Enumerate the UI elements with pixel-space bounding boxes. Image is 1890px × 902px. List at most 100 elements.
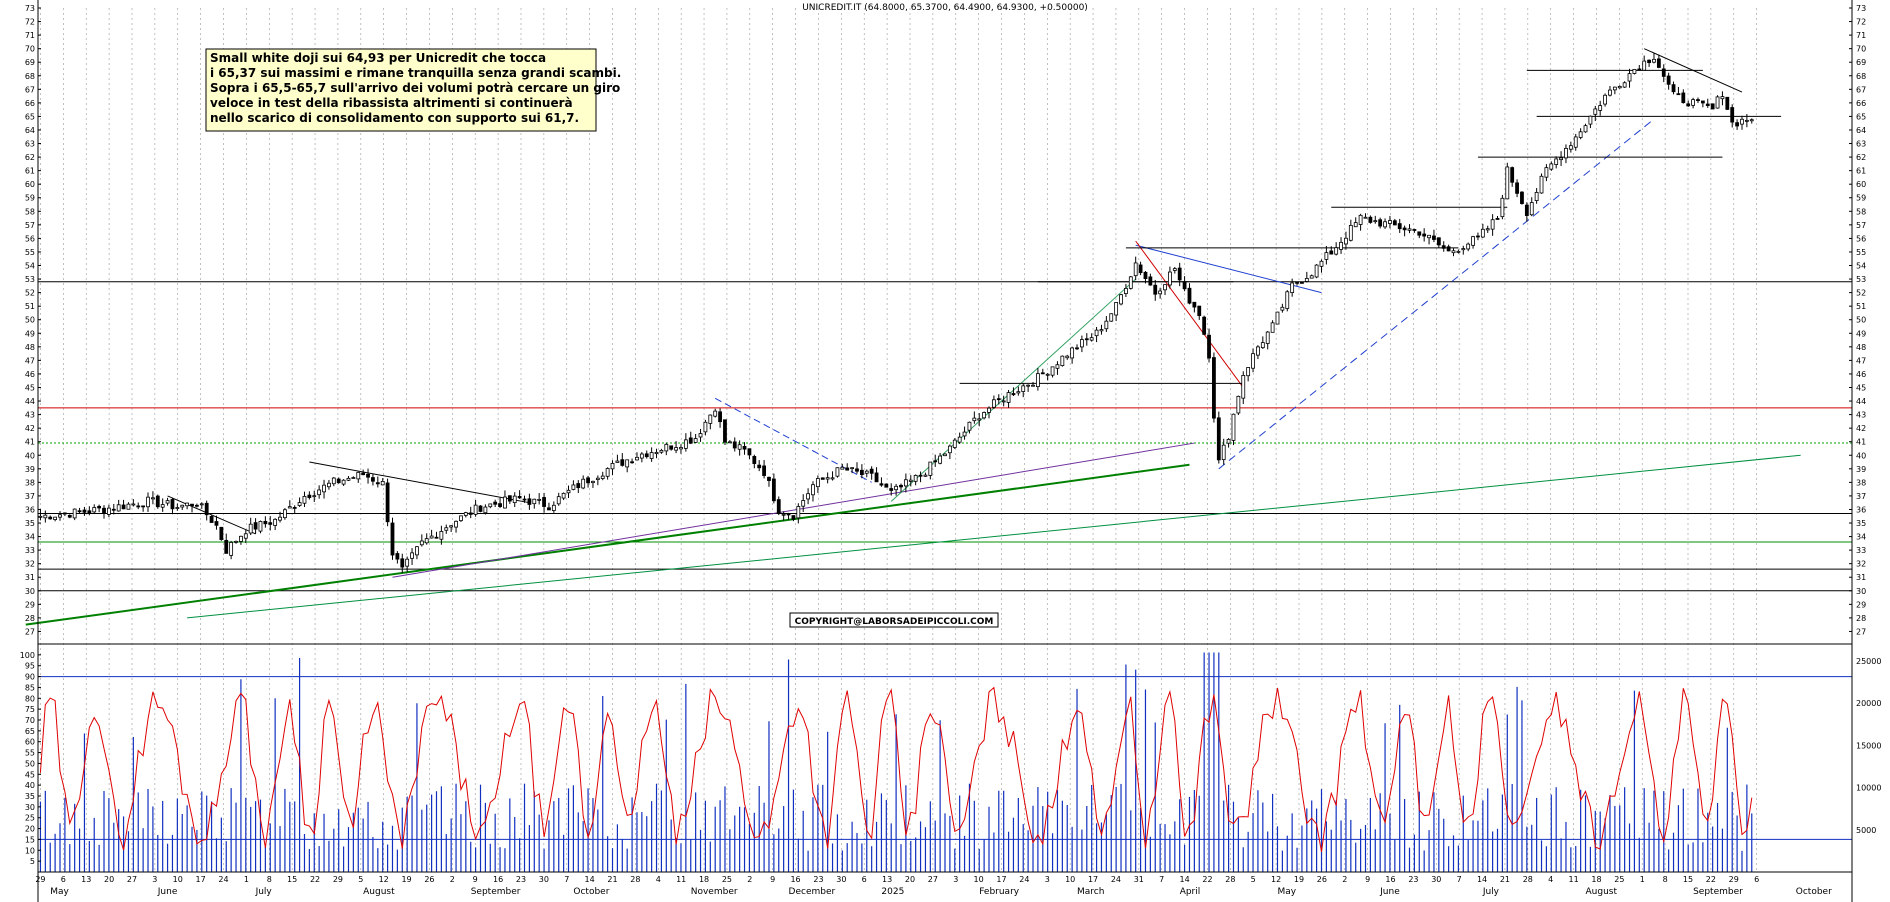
candle-body <box>151 497 155 500</box>
x-day-label: 25 <box>1614 875 1624 884</box>
y-tick-label: 40 <box>25 451 35 460</box>
candle-body <box>933 460 938 463</box>
x-month-label: July <box>1482 887 1500 897</box>
x-day-label: 24 <box>1111 875 1121 884</box>
osc-tick-label: 35 <box>25 792 35 801</box>
y-tick-label: 45 <box>25 383 35 392</box>
candle-body <box>1417 231 1422 236</box>
candle-body <box>1031 384 1035 387</box>
candle-body <box>503 496 507 509</box>
candle-body <box>346 477 351 481</box>
candle-body <box>53 516 58 520</box>
y-tick-label: 34 <box>1856 533 1866 542</box>
candle-body <box>1075 347 1079 350</box>
candle-body <box>1427 234 1431 239</box>
candle-body <box>1471 236 1475 246</box>
candle-body <box>38 515 43 518</box>
x-day-label: 27 <box>127 875 137 884</box>
y-tick-label: 40 <box>1856 451 1866 460</box>
x-day-label: 19 <box>401 875 411 884</box>
candle-body <box>703 421 708 433</box>
candle-body <box>1539 175 1544 194</box>
candle-body <box>415 546 419 556</box>
candle-body <box>116 504 121 512</box>
y-tick-label: 45 <box>1856 383 1866 392</box>
y-tick-label: 38 <box>25 478 35 487</box>
candle-body <box>1583 125 1588 133</box>
y-tick-label: 57 <box>1856 221 1866 230</box>
candle-body <box>698 433 703 438</box>
candle-body <box>1612 86 1617 91</box>
candle-body <box>1295 281 1299 284</box>
candle-body <box>1344 237 1348 245</box>
x-day-label: 17 <box>196 875 206 884</box>
candle-body <box>1099 329 1104 332</box>
candle-body <box>1050 366 1055 376</box>
candle-body <box>307 494 312 498</box>
osc-tick-label: 65 <box>25 727 35 736</box>
y-tick-label: 44 <box>25 397 35 406</box>
candle-body <box>356 471 361 480</box>
candle-body <box>463 512 468 516</box>
candle-body <box>1549 163 1554 170</box>
candle-body <box>938 455 943 464</box>
y-tick-label: 66 <box>25 99 35 108</box>
candle-body <box>1021 385 1026 392</box>
candle-body <box>830 477 835 480</box>
oscillator-line <box>39 686 1753 852</box>
candle-body <box>1040 372 1045 375</box>
x-day-label: 21 <box>607 875 617 884</box>
y-tick-label: 30 <box>1856 587 1866 596</box>
y-tick-label: 60 <box>1856 180 1866 189</box>
x-day-label: 26 <box>1317 875 1327 884</box>
candle-body <box>1084 338 1089 341</box>
osc-tick-label: 5 <box>30 857 35 866</box>
candle-body <box>1236 395 1241 414</box>
x-day-label: 20 <box>905 875 915 884</box>
x-day-label: 1 <box>1640 875 1645 884</box>
candle-body <box>126 503 131 510</box>
osc-tick-label: 55 <box>25 749 35 758</box>
candle-body <box>444 527 449 531</box>
candle-body <box>248 523 253 534</box>
candle-body <box>1451 250 1456 254</box>
candle-body <box>962 431 967 437</box>
candle-body <box>757 464 762 469</box>
candle-body <box>1300 282 1304 284</box>
y-tick-label: 27 <box>25 627 35 636</box>
candle-body <box>732 441 737 449</box>
candle-body <box>1554 158 1559 165</box>
y-tick-label: 49 <box>1856 329 1866 338</box>
candle-body <box>889 488 894 491</box>
candle-body <box>58 514 62 518</box>
x-month-label: October <box>1796 887 1832 897</box>
y-tick-label: 36 <box>25 505 35 514</box>
candle-body <box>859 469 864 476</box>
y-tick-label: 61 <box>25 167 35 176</box>
y-tick-label: 28 <box>1856 614 1866 623</box>
candle-body <box>375 482 380 485</box>
y-tick-label: 41 <box>1856 438 1866 447</box>
candle-body <box>488 503 493 508</box>
y-tick-label: 44 <box>1856 397 1866 406</box>
candle-body <box>512 495 517 504</box>
candle-body <box>1192 301 1197 308</box>
candle-body <box>1686 103 1691 107</box>
candle-body <box>566 489 571 494</box>
candle-body <box>1700 100 1705 104</box>
candle-body <box>1246 367 1251 377</box>
candle-body <box>1588 115 1593 125</box>
y-tick-label: 73 <box>1856 4 1866 13</box>
candle-body <box>473 504 478 515</box>
y-tick-label: 33 <box>1856 546 1866 555</box>
candle-body <box>1006 392 1011 403</box>
candle-body <box>1045 373 1050 376</box>
x-day-label: 7 <box>1159 875 1164 884</box>
candle-body <box>1011 393 1016 396</box>
candle-body <box>1573 136 1578 148</box>
candle-body <box>459 515 463 522</box>
candle-body <box>679 447 683 450</box>
x-day-label: 23 <box>516 875 526 884</box>
x-month-label: June <box>157 887 178 897</box>
candle-body <box>1392 220 1397 226</box>
